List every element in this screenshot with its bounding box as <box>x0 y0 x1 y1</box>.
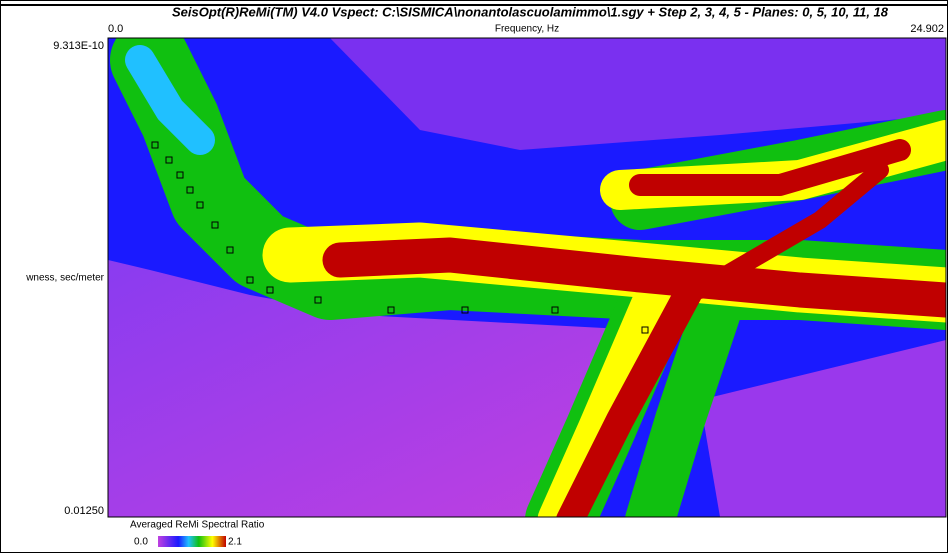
colorbar-min: 0.0 <box>134 537 148 548</box>
y-bottom-label: 0.01250 <box>64 505 104 517</box>
colorbar-title: Averaged ReMi Spectral Ratio <box>130 520 265 531</box>
window-title: SeisOpt(R)ReMi(TM) V4.0 Vspect: C:\SISMI… <box>172 4 889 19</box>
y-axis-title: wness, sec/meter <box>25 273 104 284</box>
x-axis-title: Frequency, Hz <box>495 24 559 35</box>
spectrum-image <box>108 38 946 517</box>
colorbar <box>158 536 226 547</box>
x-min-label: 0.0 <box>108 23 123 35</box>
plot-border <box>107 37 947 518</box>
y-top-label: 9.313E-10 <box>53 40 104 52</box>
colorbar-max: 2.1 <box>228 537 242 548</box>
x-max-label: 24.902 <box>910 23 944 35</box>
